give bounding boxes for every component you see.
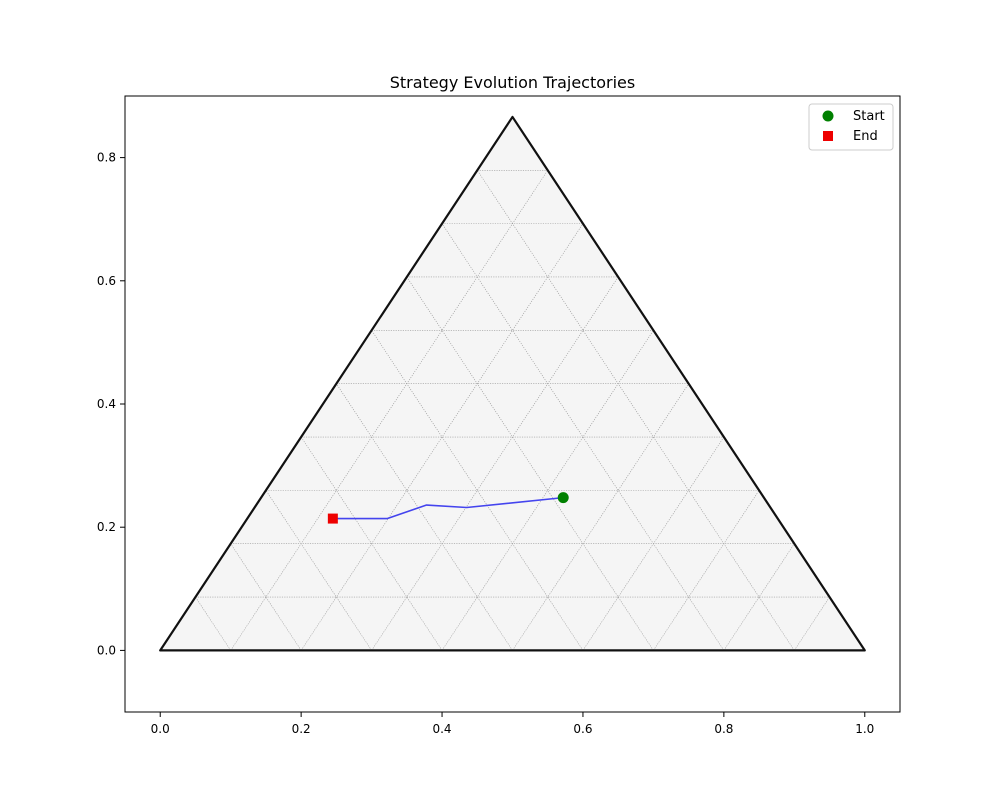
x-tick-label: 0.8 xyxy=(714,722,733,736)
end-marker xyxy=(327,513,338,524)
legend-end-label: End xyxy=(853,129,878,144)
simplex-grid-line xyxy=(371,330,584,651)
simplex-grid-line xyxy=(512,383,689,651)
x-tick-label: 0.4 xyxy=(432,722,451,736)
x-axis: 0.0 0.2 0.4 0.6 0.8 1.0 xyxy=(151,712,874,736)
simplex-grid-line xyxy=(300,436,443,651)
legend-start-marker xyxy=(822,110,834,122)
y-axis: 0.0 0.2 0.4 0.6 0.8 xyxy=(97,151,125,657)
simplex-grid-line xyxy=(653,490,760,651)
simplex-boundary xyxy=(159,115,866,652)
start-marker xyxy=(557,492,569,504)
y-tick-label: 0.4 xyxy=(97,397,116,411)
x-tick-label: 0.0 xyxy=(151,722,170,736)
simplex-grid-line xyxy=(336,383,513,651)
simplex-grid-line xyxy=(265,490,372,651)
x-tick-label: 0.6 xyxy=(573,722,592,736)
y-tick-label: 0.8 xyxy=(97,151,116,165)
x-tick-label: 1.0 xyxy=(855,722,874,736)
simplex-grid-line xyxy=(794,596,830,651)
simplex-grid-line xyxy=(371,276,619,651)
trajectory-line xyxy=(332,496,564,520)
simplex-grid-line xyxy=(230,543,302,651)
legend-start-label: Start xyxy=(853,109,885,124)
plot-area xyxy=(159,115,866,652)
y-tick-label: 0.2 xyxy=(97,520,116,534)
x-tick-label: 0.2 xyxy=(292,722,311,736)
y-tick-label: 0.6 xyxy=(97,274,116,288)
y-tick-label: 0.0 xyxy=(97,643,116,657)
simplex-grid-line xyxy=(406,276,654,651)
simplex-grid-line xyxy=(195,596,231,651)
simplex-grid-line xyxy=(723,543,795,651)
legend: Start End xyxy=(808,103,894,151)
legend-end-marker xyxy=(823,131,833,141)
chart-title: Strategy Evolution Trajectories xyxy=(390,73,635,92)
